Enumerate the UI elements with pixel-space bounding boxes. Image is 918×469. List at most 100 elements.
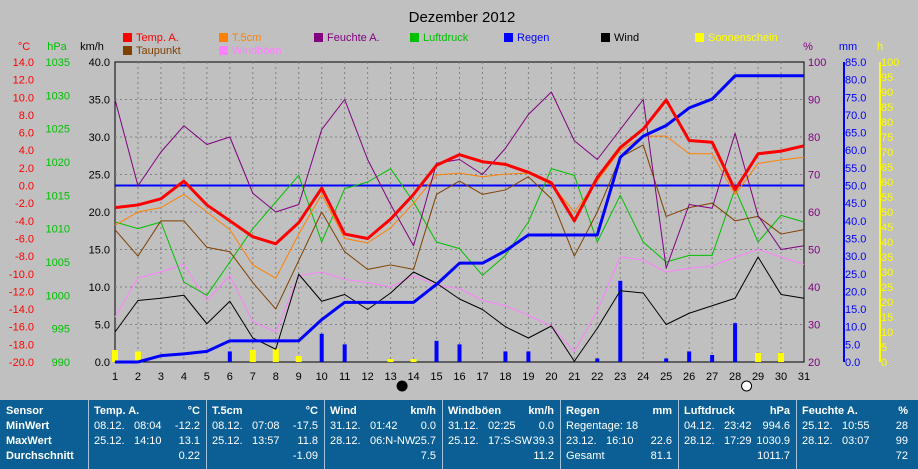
stats-sensor-col: Sensor MinWert MaxWert Durchschnitt [6,404,86,468]
temp-tick-label: -20.0 [9,357,34,369]
x-tick-label: 9 [296,371,302,383]
x-tick-label: 12 [362,371,374,383]
wind-tick-label: 15.0 [89,245,110,257]
rain-daily-bar [595,358,600,362]
stats-wind-title: Wind [330,405,357,417]
rain-tick-label: 0.0 [845,357,860,369]
stats-temp-min-time: 08:04 [134,420,162,432]
rain-daily-bar [457,344,462,362]
stats-wind-max-time: 06:N-NW [370,435,416,447]
sunshine-bar [112,350,118,362]
rain-daily-bar [664,358,669,362]
legend-item: T.5cm [219,32,261,45]
x-tick-label: 24 [637,371,649,383]
sun-tick-label: 50 [881,207,893,219]
stats-pressure-min-val: 994.6 [762,420,790,432]
temp-tick-label: -2.0 [15,198,34,210]
stats-wind-max-date: 28.12. [330,435,361,447]
rain-daily-bar [733,323,738,362]
legend-swatch [504,33,513,42]
stats-t5cm-unit: °C [305,405,318,417]
stats-temp-max-date: 25.12. [94,435,125,447]
sun-tick-label: 30 [881,267,893,279]
x-tick-label: 1 [112,371,118,383]
stats-rain-total: 81.1 [650,450,672,462]
rain-daily-bar [434,340,439,362]
x-tick-label: 27 [706,371,718,383]
rain-tick-label: 30.0 [845,251,866,263]
pressure-tick-label: 1035 [46,57,70,69]
wind-tick-label: 35.0 [89,95,110,107]
full-moon-icon [741,380,753,392]
stats-gust-col: Windböen km/h 31.12. 02:25 0.0 25.12. 17:S-S… [448,404,558,468]
stats-divider [442,400,443,469]
series-line-temp-a- [114,98,805,246]
sun-tick-label: 70 [881,147,893,159]
rain-tick-label: 75.0 [845,92,866,104]
sun-tick-label: 90 [881,87,893,99]
stats-avg-label: Durchschnitt [6,450,74,462]
rain-daily-bar [710,354,715,362]
stats-gust-unit: km/h [528,405,554,417]
legend-item: Regen [504,32,549,45]
humidity-tick-label: 80 [808,132,820,144]
pressure-tick-label: 990 [52,357,70,369]
x-tick-label: 8 [273,371,279,383]
x-tick-label: 25 [660,371,672,383]
x-tick-label: 20 [545,371,557,383]
series-line-taupunkt [114,144,805,310]
wind-tick-label: 20.0 [89,207,110,219]
pressure-tick-label: 1005 [46,257,70,269]
stats-wind-unit: km/h [410,405,436,417]
stats-rain-max-val: 22.6 [650,435,672,447]
stats-gust-min-time: 02:25 [488,420,516,432]
rain-tick-label: 5.0 [845,339,860,351]
humidity-tick-label: 30 [808,320,820,332]
legend-label: Luftdruck [423,32,469,44]
legend-label: Regen [517,32,550,44]
stats-gust-min-val: 0.0 [538,420,554,432]
humidity-tick-label: 100 [808,57,826,69]
sunshine-bar [387,359,394,362]
stats-rain-total-label: Gesamt [566,450,605,462]
stats-humidity-max-time: 03:07 [842,435,870,447]
stats-humidity-min-val: 28 [895,420,908,432]
x-tick-label: 22 [591,371,603,383]
humidity-tick-label: 20 [808,357,820,369]
sun-tick-label: 35 [881,252,893,264]
x-tick-label: 16 [453,371,465,383]
stats-gust-max-time: 17:S-SW [488,435,533,447]
wind-tick-label: 40.0 [89,57,110,69]
stats-t5cm-title: T.5cm [212,405,243,417]
rain-daily-bar [342,344,347,362]
sun-tick-label: 75 [881,132,893,144]
humidity-tick-label: 40 [808,282,820,294]
sun-tick-label: 100 [881,57,899,69]
stats-table: Sensor MinWert MaxWert Durchschnitt Temp… [0,400,918,469]
temp-tick-label: 0.0 [19,181,34,193]
sun-tick-label: 80 [881,117,893,129]
rain-tick-label: 35.0 [845,233,866,245]
x-tick-label: 6 [227,371,233,383]
rain-tick-label: 85.0 [845,57,866,69]
legend-label: Feuchte A. [327,32,380,44]
rain-tick-label: 40.0 [845,216,866,228]
rain-tick-label: 65.0 [845,128,866,140]
legend-item: Windböen [219,45,282,58]
stats-divider [560,400,561,469]
legend-swatch [601,33,610,42]
temp-tick-label: -12.0 [9,286,34,298]
rain-tick-label: 50.0 [845,181,866,193]
stats-t5cm-min-val: -17.5 [292,420,318,432]
stats-gust-max-val: 39.3 [532,435,554,447]
sun-tick-label: 55 [881,192,893,204]
stats-wind-min-date: 31.12. [330,420,361,432]
sun-tick-label: 40 [881,237,893,249]
stats-humidity-max-date: 28.12. [802,435,833,447]
temp-tick-label: -4.0 [15,216,34,228]
x-tick-label: 21 [568,371,580,383]
wind-tick-label: 0.0 [95,357,110,369]
sun-tick-label: 20 [881,297,893,309]
stats-wind-avg: 7.5 [420,450,436,462]
pressure-axis-unit: hPa [47,41,67,53]
